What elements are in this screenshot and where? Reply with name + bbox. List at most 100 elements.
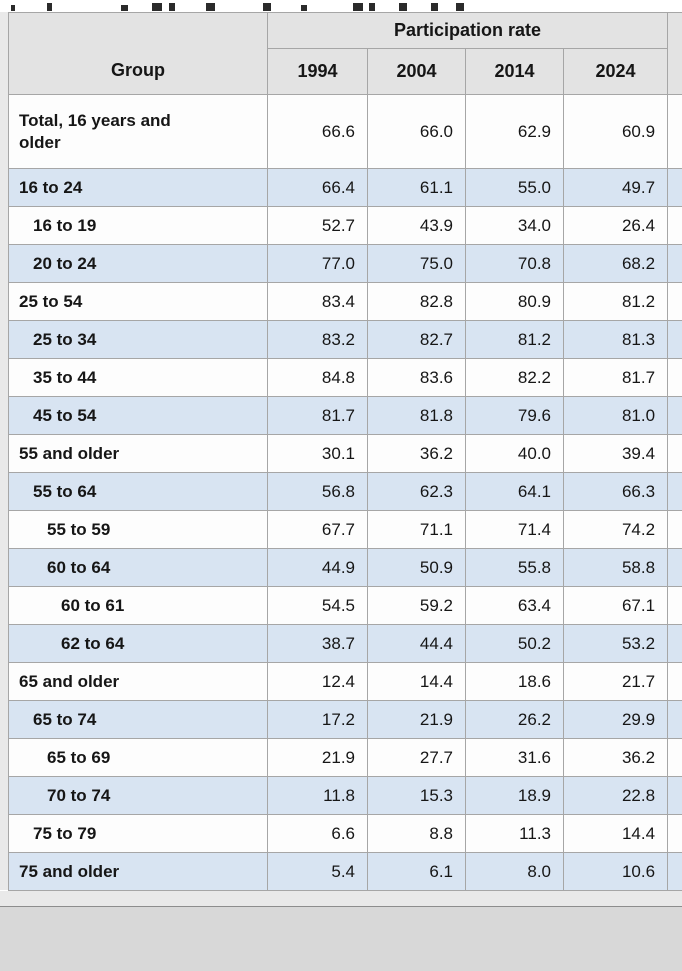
row-label-text: 55 to 64	[33, 481, 96, 503]
row-label-text: 65 and older	[19, 671, 119, 693]
text-fragment	[152, 3, 162, 11]
text-fragment	[169, 3, 175, 11]
row-label-text: 65 to 69	[47, 747, 110, 769]
row-label: 55 to 64	[9, 473, 268, 511]
value-cell: 44.4	[368, 625, 466, 663]
clipped-next-column-cell	[668, 777, 682, 815]
year-header-2004: 2004	[368, 49, 466, 95]
value-cell: 15.3	[368, 777, 466, 815]
clipped-title-strip	[0, 0, 682, 12]
value-cell: 29.9	[564, 701, 668, 739]
clipped-next-column-cell	[668, 473, 682, 511]
value-cell: 74.2	[564, 511, 668, 549]
value-cell: 6.1	[368, 853, 466, 891]
value-cell: 81.3	[564, 321, 668, 359]
text-fragment	[11, 5, 15, 11]
row-label-text: 20 to 24	[33, 253, 96, 275]
value-cell: 56.8	[268, 473, 368, 511]
text-fragment	[301, 5, 307, 11]
value-cell: 53.2	[564, 625, 668, 663]
text-fragment	[399, 3, 407, 11]
clipped-next-column-cell	[668, 625, 682, 663]
row-label: 16 to 19	[9, 207, 268, 245]
row-label-text: 25 to 34	[33, 329, 96, 351]
clipped-next-column-cell	[668, 359, 682, 397]
row-label: 65 to 69	[9, 739, 268, 777]
value-cell: 26.2	[466, 701, 564, 739]
text-fragment	[369, 3, 375, 11]
value-cell: 66.4	[268, 169, 368, 207]
value-cell: 83.4	[268, 283, 368, 321]
year-header-2024: 2024	[564, 49, 668, 95]
value-cell: 50.2	[466, 625, 564, 663]
value-cell: 10.6	[564, 853, 668, 891]
value-cell: 49.7	[564, 169, 668, 207]
value-cell: 81.2	[466, 321, 564, 359]
value-cell: 82.2	[466, 359, 564, 397]
value-cell: 8.8	[368, 815, 466, 853]
participation-rate-header: Participation rate	[268, 13, 668, 49]
text-fragment	[431, 3, 438, 11]
row-label-text: Total, 16 years and older	[19, 110, 215, 154]
row-label: 75 and older	[9, 853, 268, 891]
value-cell: 21.9	[368, 701, 466, 739]
clipped-next-column-cell	[668, 397, 682, 435]
value-cell: 77.0	[268, 245, 368, 283]
row-label: 62 to 64	[9, 625, 268, 663]
value-cell: 21.7	[564, 663, 668, 701]
value-cell: 55.8	[466, 549, 564, 587]
value-cell: 38.7	[268, 625, 368, 663]
clipped-next-column-cell	[668, 815, 682, 853]
value-cell: 68.2	[564, 245, 668, 283]
value-cell: 81.0	[564, 397, 668, 435]
value-cell: 43.9	[368, 207, 466, 245]
value-cell: 11.8	[268, 777, 368, 815]
value-cell: 50.9	[368, 549, 466, 587]
clipped-next-column-cell	[668, 207, 682, 245]
value-cell: 63.4	[466, 587, 564, 625]
value-cell: 36.2	[564, 739, 668, 777]
value-cell: 64.1	[466, 473, 564, 511]
value-cell: 81.7	[268, 397, 368, 435]
value-cell: 8.0	[466, 853, 564, 891]
value-cell: 30.1	[268, 435, 368, 473]
row-label: 16 to 24	[9, 169, 268, 207]
clipped-next-column-cell	[668, 435, 682, 473]
row-label: 35 to 44	[9, 359, 268, 397]
value-cell: 39.4	[564, 435, 668, 473]
value-cell: 18.6	[466, 663, 564, 701]
value-cell: 60.9	[564, 95, 668, 169]
value-cell: 66.6	[268, 95, 368, 169]
clipped-next-column-cell	[668, 739, 682, 777]
clipped-next-column-cell	[668, 245, 682, 283]
value-cell: 75.0	[368, 245, 466, 283]
clipped-next-column-cell	[668, 701, 682, 739]
value-cell: 79.6	[466, 397, 564, 435]
clipped-next-column-header	[668, 13, 682, 95]
clipped-next-column-cell	[668, 549, 682, 587]
row-label: 75 to 79	[9, 815, 268, 853]
value-cell: 18.9	[466, 777, 564, 815]
text-fragment	[206, 3, 215, 11]
value-cell: 59.2	[368, 587, 466, 625]
value-cell: 17.2	[268, 701, 368, 739]
row-label-text: 60 to 64	[47, 557, 110, 579]
value-cell: 66.0	[368, 95, 466, 169]
value-cell: 5.4	[268, 853, 368, 891]
row-label-text: 62 to 64	[61, 633, 124, 655]
clipped-next-column-cell	[668, 283, 682, 321]
